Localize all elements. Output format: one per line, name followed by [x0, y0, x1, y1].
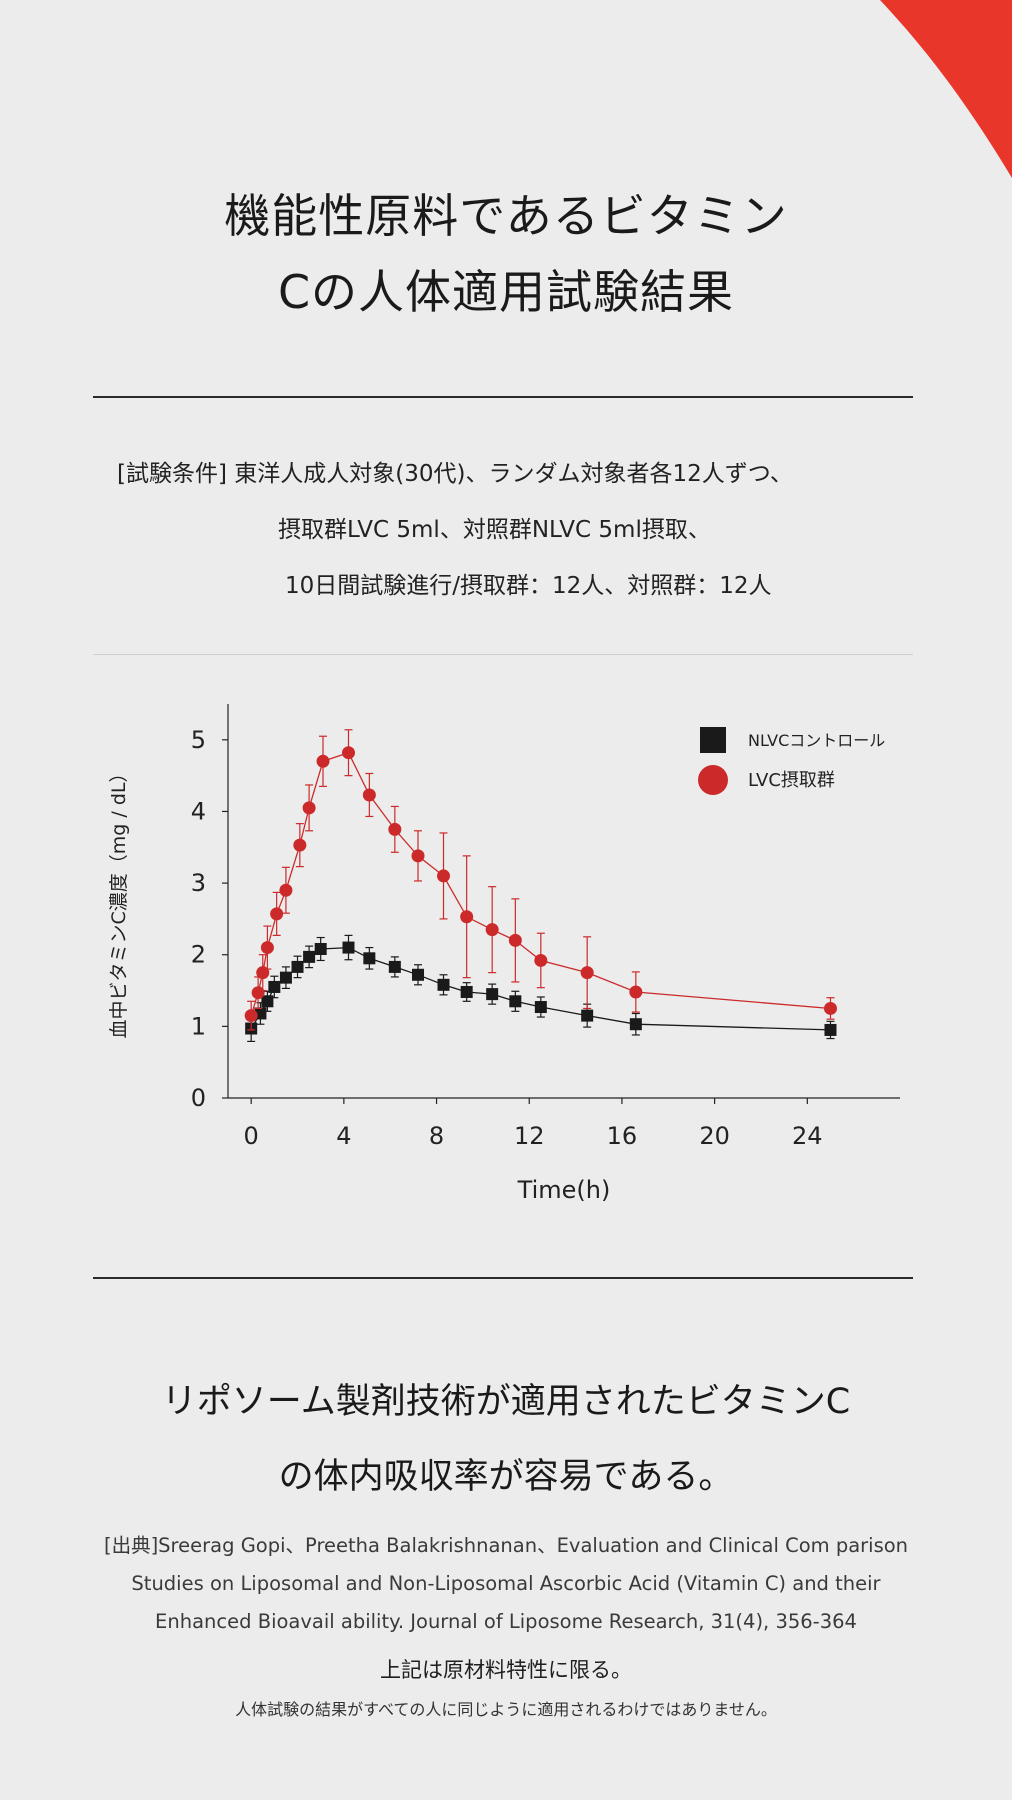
y-tick-label: 3 — [191, 869, 206, 897]
data-point-circle — [823, 1001, 837, 1015]
data-point-square — [509, 995, 522, 1008]
data-point-circle — [508, 933, 522, 947]
divider-chart-top — [93, 654, 913, 655]
data-point-circle — [293, 838, 307, 852]
data-point-square — [581, 1009, 594, 1022]
page-title: 機能性原料であるビタミン Cの人体適用試験結果 — [0, 178, 1012, 330]
data-point-square — [388, 960, 401, 973]
data-point-circle — [485, 923, 499, 937]
data-point-circle — [316, 754, 330, 768]
data-point-square — [261, 995, 274, 1008]
material-note: 上記は原材料特性に限る。 — [380, 1658, 632, 1682]
data-point-circle — [341, 746, 355, 760]
data-point-square — [303, 950, 316, 963]
data-point-square — [268, 980, 281, 993]
data-point-square — [486, 988, 499, 1001]
data-point-square — [534, 1001, 547, 1014]
citation-line-2: Studies on Liposomal and Non-Liposomal A… — [131, 1572, 881, 1595]
x-tick-label: 16 — [607, 1122, 638, 1150]
data-point-square — [437, 978, 450, 991]
divider-top — [93, 396, 913, 398]
data-point-circle — [256, 966, 270, 980]
data-point-circle — [270, 907, 284, 921]
x-tick-label: 4 — [336, 1122, 351, 1150]
citation-line-3: Enhanced Bioavail ability. Journal of Li… — [155, 1610, 857, 1633]
legend-label-1: NLVCコントロール — [748, 731, 885, 750]
data-point-square — [314, 942, 327, 955]
data-point-square — [363, 952, 376, 965]
disclaimer: 人体試験の結果がすべての人に同じように適用されるわけではありません。 — [235, 1700, 777, 1719]
data-point-circle — [362, 788, 376, 802]
x-tick-label: 20 — [699, 1122, 730, 1150]
x-tick-label: 24 — [792, 1122, 823, 1150]
data-point-square — [279, 971, 292, 984]
data-point-square — [460, 985, 473, 998]
conditions-line-3: 10日間試験進行/摂取群：12人、対照群：12人 — [285, 573, 772, 599]
title-line-1: 機能性原料であるビタミン — [224, 189, 788, 243]
data-point-square — [824, 1023, 837, 1036]
conclusion-line-2: の体内吸収率が容易である。 — [278, 1457, 734, 1497]
y-tick-label: 1 — [191, 1012, 206, 1040]
y-axis-label: 血中ビタミンC濃度（mg / dL） — [108, 764, 130, 1039]
data-point-circle — [437, 869, 451, 883]
data-point-square — [342, 941, 355, 954]
legend-label-2: LVC摂取群 — [748, 770, 835, 791]
data-point-square — [412, 968, 425, 981]
conclusion-line-1: リポソーム製剤技術が適用されたビタミンC — [161, 1382, 851, 1422]
x-axis-label: Time(h) — [517, 1176, 611, 1204]
data-point-circle — [580, 966, 594, 980]
data-point-square — [629, 1018, 642, 1031]
data-point-circle — [388, 822, 402, 836]
conclusion: リポソーム製剤技術が適用されたビタミンC の体内吸収率が容易である。 — [0, 1365, 1012, 1515]
x-tick-label: 0 — [244, 1122, 259, 1150]
vitamin-c-concentration-chart: 0 1 2 3 4 5 0 4 8 12 16 20 24 Time(h) 血中ビタミンC濃度（mg / d… — [93, 680, 913, 1220]
x-tick-label: 8 — [429, 1122, 444, 1150]
conditions-line-2: 摂取群LVC 5ml、対照群NLVC 5ml摂取、 — [278, 517, 711, 543]
data-point-circle — [260, 941, 274, 955]
title-line-2: Cの人体適用試験結果 — [277, 265, 735, 319]
data-point-circle — [460, 910, 474, 924]
y-tick-label: 4 — [191, 797, 206, 825]
conditions-line-1: [試験条件] 東洋人成人対象(30代)、ランダム対象者各12人ずつ、 — [117, 461, 793, 487]
data-point-square — [291, 960, 304, 973]
corner-accent-shape — [880, 0, 1012, 178]
x-tick-label: 12 — [514, 1122, 545, 1150]
citation-line-1: [出典]Sreerag Gopi、Preetha Balakrishnanan、… — [103, 1534, 909, 1557]
data-point-circle — [411, 849, 425, 863]
data-point-circle — [629, 985, 643, 999]
legend-marker-circle — [698, 765, 728, 795]
data-point-circle — [534, 953, 548, 967]
y-tick-label: 2 — [191, 941, 206, 969]
y-tick-label: 0 — [191, 1084, 206, 1112]
legend-marker-square — [700, 727, 726, 753]
divider-bottom — [93, 1277, 913, 1279]
data-point-circle — [251, 986, 265, 1000]
data-point-circle — [244, 1009, 258, 1023]
data-point-circle — [279, 883, 293, 897]
y-tick-label: 5 — [191, 726, 206, 754]
citation: [出典]Sreerag Gopi、Preetha Balakrishnanan、… — [0, 1527, 1012, 1641]
data-point-circle — [302, 801, 316, 815]
